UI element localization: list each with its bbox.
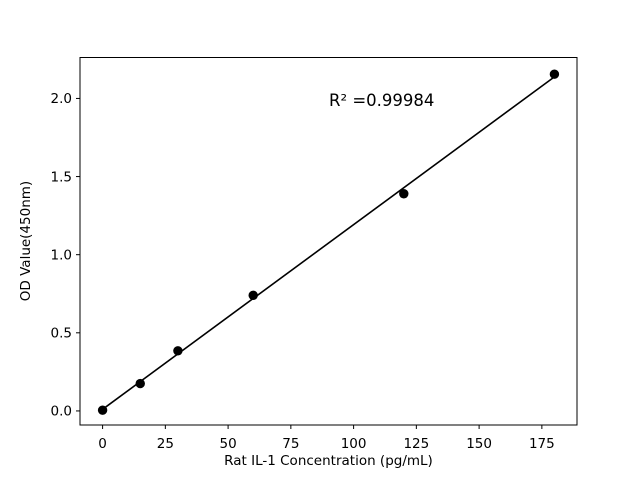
data-point (97, 405, 108, 415)
y-tick-label: 2.0 (51, 91, 72, 107)
x-tick-label: 125 (403, 436, 429, 452)
x-tick-label: 175 (529, 436, 555, 452)
x-tick-label: 100 (341, 436, 367, 452)
data-point (399, 189, 409, 199)
x-tick-label: 150 (466, 436, 492, 452)
y-tick-label: 1.0 (51, 247, 72, 263)
x-tick-label: 0 (98, 436, 107, 452)
data-point (549, 69, 560, 79)
y-tick-label: 0.5 (51, 326, 72, 342)
x-tick-label: 75 (282, 436, 299, 452)
y-tick-label: 0.0 (51, 404, 72, 420)
data-point (173, 346, 183, 356)
r-squared-annotation: R² =0.99984 (329, 91, 434, 110)
data-point (135, 378, 145, 389)
x-tick-label: 50 (220, 436, 237, 452)
data-point (248, 290, 258, 301)
plot-frame (79, 57, 578, 426)
x-axis-label: Rat IL-1 Concentration (pg/mL) (224, 453, 433, 469)
y-axis-label: OD Value(450nm) (18, 181, 34, 301)
y-tick-label: 1.5 (51, 169, 72, 185)
x-tick-label: 25 (157, 436, 174, 452)
